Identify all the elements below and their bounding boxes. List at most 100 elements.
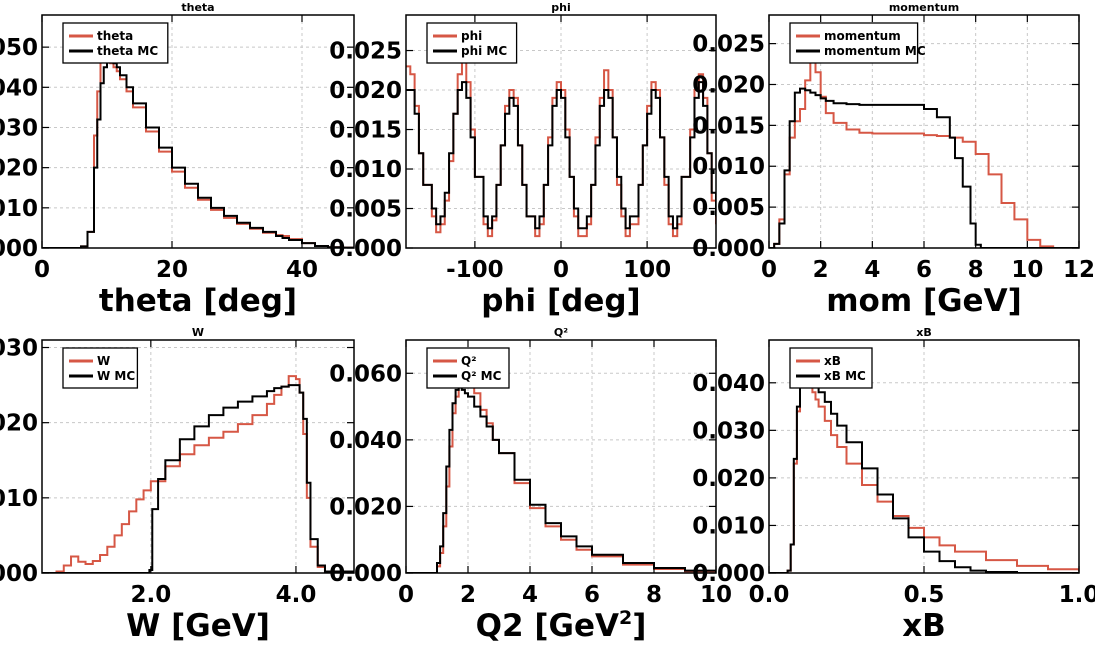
mc-histogram [769, 377, 1079, 573]
x-tick-label: 0 [761, 257, 777, 283]
y-tick-label: 0.020 [329, 78, 402, 104]
mc-histogram [42, 58, 354, 248]
panel-5: 0 2 4 6 8 10 0.000 0.020 0.040 0.060 Q² Q2 [GeV2] Q²… [329, 326, 732, 644]
legend-box [426, 347, 510, 389]
y-tick-label: 0.030 [0, 115, 38, 141]
x-axis-label: Q2 [GeV2] [476, 607, 647, 644]
y-tick-label: 0.040 [0, 75, 38, 101]
x-tick-label: 20 [156, 257, 188, 283]
x-tick-label: 0.0 [749, 582, 790, 608]
legend-box [426, 22, 518, 64]
x-tick-label: 6 [584, 582, 600, 608]
x-tick-label: 10 [700, 582, 732, 608]
y-tick-label: 0.060 [329, 361, 402, 387]
x-axis-label: W [GeV] [126, 608, 270, 644]
legend-label: momentum [824, 29, 901, 43]
legend-label: xB MC [824, 369, 866, 383]
plot-frame [405, 339, 717, 574]
y-tick-label: 0.020 [692, 466, 765, 492]
legend-label: theta MC [97, 44, 158, 58]
y-tick-label: 0.000 [329, 561, 402, 587]
y-tick-label: 0.050 [0, 35, 38, 61]
legend-label: Q² MC [461, 369, 502, 383]
x-axis-label-tail: ] [632, 608, 646, 644]
legend-box [789, 347, 873, 389]
x-tick-label: -100 [446, 257, 504, 283]
y-tick-label: 0.010 [692, 513, 765, 539]
y-tick-label: 0.000 [329, 236, 402, 262]
mc-histogram [406, 385, 716, 573]
panel-2: -100 0 100 0.000 0.005 0.010 0.015 0.020 0.025 ph… [329, 1, 717, 319]
y-tick-label: 0.000 [0, 236, 38, 262]
panel-1: 0 20 40 0.000 0.010 0.020 0.030 0.040 0.050 theta… [0, 1, 355, 319]
mc-histogram [406, 81, 716, 230]
x-tick-label: 8 [968, 257, 984, 283]
x-tick-label: 4 [522, 582, 538, 608]
x-tick-label: 4 [864, 257, 880, 283]
y-tick-label: 0.010 [329, 157, 402, 183]
x-tick-label: 10 [1011, 257, 1043, 283]
y-tick-label: 0.015 [329, 118, 402, 144]
x-tick-label: 40 [286, 257, 318, 283]
panel-title: momentum [889, 1, 959, 14]
legend-label: phi MC [461, 44, 507, 58]
x-tick-label: 2 [813, 257, 829, 283]
y-tick-label: 0.020 [0, 156, 38, 182]
x-tick-label: 0 [398, 582, 414, 608]
legend-label: xB [824, 354, 841, 368]
panel-title: xB [916, 326, 931, 339]
x-axis-label-superscript: 2 [619, 607, 632, 629]
x-tick-label: 100 [623, 257, 671, 283]
y-tick-label: 0.020 [0, 411, 38, 437]
y-tick-label: 0.025 [692, 32, 765, 58]
plot-frame [41, 14, 355, 249]
y-tick-label: 0.020 [329, 494, 402, 520]
mc-histogram [42, 384, 354, 573]
x-tick-label: 0 [34, 257, 50, 283]
x-tick-label: 4.0 [276, 582, 317, 608]
panel-title: phi [551, 1, 570, 14]
data-histogram [769, 56, 1079, 248]
data-histogram [769, 381, 1079, 573]
y-tick-label: 0.040 [329, 428, 402, 454]
x-axis-label: theta [deg] [99, 283, 297, 319]
y-tick-label: 0.030 [692, 418, 765, 444]
x-tick-label: 0 [553, 257, 569, 283]
legend-box [62, 22, 169, 64]
x-tick-label: 6 [916, 257, 932, 283]
legend: WW MC [62, 347, 139, 389]
x-axis-label: phi [deg] [481, 283, 640, 319]
panel-3: 0 2 4 6 8 10 12 0.000 0.005 0.010 0.015 0.020 0.025 m… [692, 1, 1095, 319]
y-tick-label: 0.010 [692, 154, 765, 180]
y-tick-label: 0.000 [0, 561, 38, 587]
panel-title: theta [181, 1, 214, 14]
y-tick-label: 0.030 [0, 336, 38, 362]
legend-label: theta [97, 29, 133, 43]
legend-box [789, 22, 919, 64]
y-tick-label: 0.005 [692, 195, 765, 221]
y-tick-label: 0.010 [0, 196, 38, 222]
legend-label: momentum MC [824, 44, 926, 58]
y-tick-label: 0.040 [692, 371, 765, 397]
y-tick-label: 0.020 [692, 72, 765, 98]
x-axis-label: xB [902, 608, 946, 644]
x-tick-label: 1.0 [1059, 582, 1095, 608]
data-histogram [42, 50, 354, 248]
legend-box [62, 347, 139, 389]
legend-label: Q² [461, 354, 476, 368]
legend-label: phi [461, 29, 482, 43]
legend-label: W MC [97, 369, 135, 383]
x-tick-label: 12 [1063, 257, 1095, 283]
y-tick-label: 0.000 [692, 561, 765, 587]
x-tick-label: 2 [460, 582, 476, 608]
x-tick-label: 0.5 [904, 582, 945, 608]
panel-title: W [192, 326, 204, 339]
panel-title: Q² [554, 326, 568, 339]
